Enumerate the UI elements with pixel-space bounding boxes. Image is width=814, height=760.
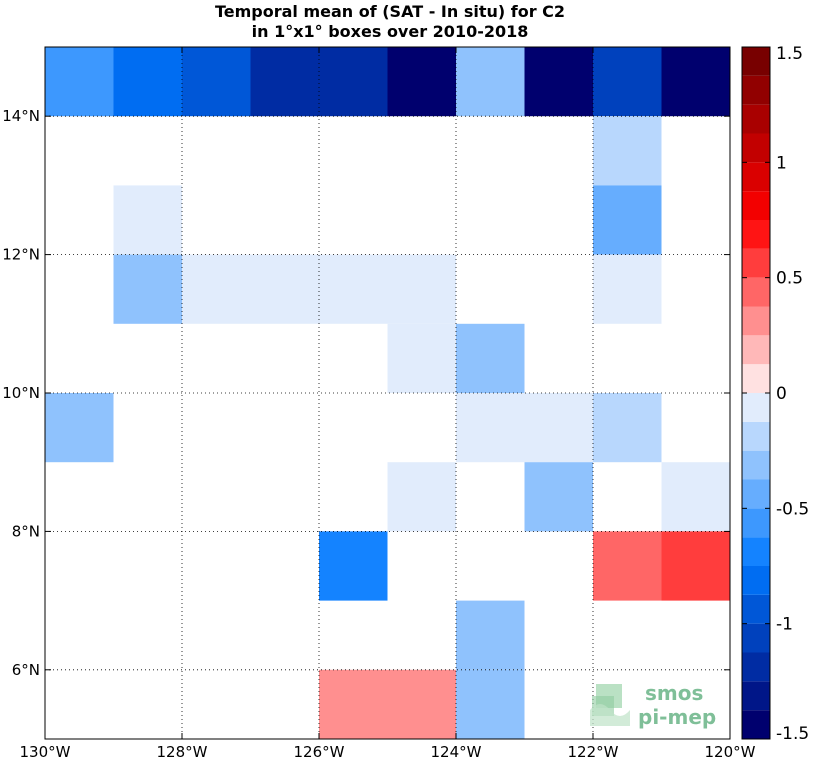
heatmap-cell [456,600,525,670]
colorbar: 1.5 1 0.5 0 -0.5 -1 -1.5 [741,44,809,744]
logo-mark [590,684,630,726]
heatmap-cell [593,393,662,463]
colorbar-level [742,421,770,451]
colorbar-level [742,220,770,249]
heatmap-cell [661,531,730,601]
heatmap-cell [113,47,182,117]
colorbar-tick-label: 1 [776,153,787,173]
y-tick-label: 12°N [2,246,40,264]
colorbar-level [742,162,770,192]
colorbar-level [742,537,770,566]
heatmap-cell [661,47,730,117]
x-tick-label: 126°W [294,743,345,760]
chart-title-line-2: in 1°x1° boxes over 2010-2018 [251,22,529,41]
logo-text-pimep: pi-mep [638,705,716,729]
heatmap-cell [593,531,662,601]
colorbar-level [742,594,770,624]
x-tick-label: 124°W [431,743,482,760]
colorbar-tick-label: -0.5 [776,499,809,519]
colorbar-level [742,306,770,336]
heatmap-cell [319,254,388,324]
heatmap-cell [456,669,525,739]
heatmap-cell [456,393,525,463]
smos-pimep-logo: smos pi-mep [590,681,716,729]
colorbar-tick-label: 0.5 [776,269,803,289]
heatmap-cell [593,116,662,186]
logo-text-smos: smos [645,681,703,705]
cells-layer [45,47,730,739]
colorbar-tick-label: -1 [776,615,793,635]
colorbar-tick-label: -1.5 [776,724,809,744]
colorbar-level [742,652,770,682]
colorbar-level [742,681,770,711]
y-tick-label: 8°N [12,522,40,540]
colorbar-level [742,191,770,220]
heatmap-cell [113,185,182,255]
heatmap-cell [387,254,456,324]
y-tick-label: 14°N [2,107,40,125]
heatmap-cell [250,254,319,324]
heatmap-cell [387,669,456,739]
heatmap-cell [593,254,662,324]
heatmap-cell [319,531,388,601]
colorbar-level [742,133,770,163]
chart-title-line-1: Temporal mean of (SAT - In situ) for C2 [214,2,566,21]
heatmap-cell [524,47,593,117]
heatmap-cell [250,47,319,117]
heatmap-cell [387,47,456,117]
x-tick-label: 122°W [568,743,619,760]
colorbar-level [742,75,770,105]
heatmap-cell [593,47,662,117]
heatmap-cell [387,462,456,532]
heatmap-cell [182,47,251,117]
colorbar-level [742,450,770,480]
heatmap-cell [319,669,388,739]
colorbar-tick-label: 1.5 [776,44,803,64]
heatmap-cell [45,47,114,117]
x-tick-label: 130°W [20,743,71,760]
heatmap-cell [593,185,662,255]
colorbar-level [742,104,770,134]
colorbar-level [742,710,770,739]
heatmap-cell [387,323,456,393]
colorbar-level [742,623,770,653]
y-tick-label: 10°N [2,384,40,402]
colorbar-tick-label: 0 [776,384,787,404]
heatmap-cell [524,462,593,532]
colorbar-level [742,364,770,393]
heatmap-cell [456,323,525,393]
colorbar-level [742,277,770,307]
colorbar-level [742,479,770,509]
x-tick-label: 128°W [157,743,208,760]
x-tick-label: 120°W [705,743,756,760]
colorbar-level [742,508,770,538]
colorbar-level [742,47,770,76]
heatmap-cell [182,254,251,324]
colorbar-level [742,335,770,365]
heatmap-cell [456,47,525,117]
heatmap-cell [524,393,593,463]
y-tick-label: 6°N [12,661,40,679]
x-axis: 130°W 128°W 126°W 124°W 122°W 120°W [20,47,756,760]
heatmap-cell [113,254,182,324]
y-axis: 6°N 8°N 10°N 12°N 14°N [2,107,730,679]
heatmap-cell [661,462,730,532]
heatmap-cell [319,47,388,117]
colorbar-level [742,566,770,595]
colorbar-level [742,248,770,278]
colorbar-level [742,393,770,422]
grid-layer [45,47,730,739]
heatmap-cell [45,393,114,463]
